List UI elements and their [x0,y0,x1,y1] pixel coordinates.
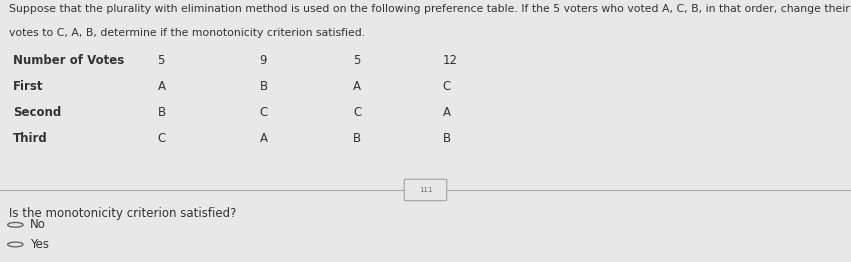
Text: Number of Votes: Number of Votes [13,54,124,67]
Text: A: A [157,80,165,93]
Text: C: C [443,80,451,93]
Text: Yes: Yes [30,238,49,251]
Text: No: No [30,218,46,231]
Text: 111: 111 [419,187,432,193]
Text: C: C [353,106,362,119]
Text: B: B [157,106,166,119]
Text: B: B [443,132,451,145]
Text: 12: 12 [443,54,458,67]
Text: C: C [157,132,166,145]
Text: Third: Third [13,132,48,145]
Text: A: A [353,80,361,93]
Text: 5: 5 [157,54,165,67]
Text: B: B [353,132,362,145]
Text: Is the monotonicity criterion satisfied?: Is the monotonicity criterion satisfied? [9,207,236,220]
Text: Second: Second [13,106,61,119]
Text: 5: 5 [353,54,361,67]
FancyBboxPatch shape [404,179,447,201]
Text: B: B [260,80,268,93]
Text: Suppose that the plurality with elimination method is used on the following pref: Suppose that the plurality with eliminat… [9,4,849,14]
Text: votes to C, A, B, determine if the monotonicity criterion satisfied.: votes to C, A, B, determine if the monot… [9,28,364,37]
Text: A: A [260,132,267,145]
Text: 9: 9 [260,54,267,67]
Text: First: First [13,80,43,93]
Text: A: A [443,106,450,119]
Text: C: C [260,106,268,119]
